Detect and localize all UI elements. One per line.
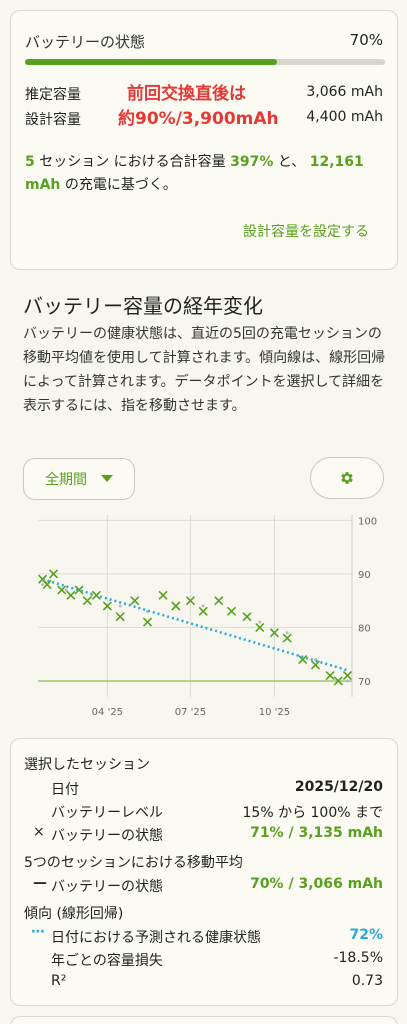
average-point xyxy=(345,679,349,683)
y-tick-label: 90 xyxy=(358,570,371,581)
yearly-loss-label: 年ごとの容量損失 xyxy=(51,953,163,969)
trend-line xyxy=(42,578,348,672)
summary-mah-unit: mAh xyxy=(25,177,61,193)
design-capacity-label: 設計容量 xyxy=(25,112,81,128)
health-point xyxy=(91,590,101,600)
battery-level-value: 15% から 100% まで xyxy=(242,805,384,821)
next-card-edge xyxy=(10,1016,398,1024)
health-point xyxy=(342,671,353,681)
health-point xyxy=(115,612,125,622)
predicted-health-label: 日付における予測される健康状態 xyxy=(51,930,261,946)
trend-title: バッテリー容量の経年変化 xyxy=(23,294,263,318)
capacity-summary: 5 セッション における合計容量 397% と、 12,161 mAh の充電に基… xyxy=(25,151,385,197)
gear-icon xyxy=(341,472,353,484)
set-design-capacity-link[interactable]: 設計容量を設定する xyxy=(243,224,369,240)
x-tick-label: 04 '25 xyxy=(92,707,123,718)
period-dropdown-label: 全期間 xyxy=(45,472,87,488)
summary-total-percent: 397% xyxy=(230,154,274,170)
health-point xyxy=(171,601,181,611)
health-point xyxy=(198,606,208,616)
average-point xyxy=(201,604,205,608)
trend-description: バッテリーの健康状態は、直近の5回の充電セッションの移動平均値を使用して計算され… xyxy=(23,326,386,414)
moving-average-heading: 5つのセッションにおける移動平均 xyxy=(24,855,243,871)
health-point xyxy=(226,606,237,616)
y-tick-label: 70 xyxy=(358,677,371,688)
estimated-capacity-value: 3,066 mAh xyxy=(306,84,383,100)
battery-health-bar-fill xyxy=(25,59,277,65)
summary-text-3: の充電に基づく。 xyxy=(60,177,177,193)
health-point xyxy=(130,596,140,606)
line-marker-icon: — xyxy=(33,875,47,891)
health-point xyxy=(214,596,224,606)
x-tick-label: 10 '25 xyxy=(259,707,290,718)
health-point xyxy=(102,601,112,611)
average-point xyxy=(64,588,68,592)
battery-level-label: バッテリーレベル xyxy=(51,805,163,821)
selected-session-heading: 選択したセッション xyxy=(24,757,150,773)
health-point xyxy=(310,660,321,670)
details-card: 選択したセッション 日付 2025/12/20 バッテリーレベル 15% から … xyxy=(10,738,398,1006)
summary-mah: 12,161 xyxy=(309,154,364,170)
chart-settings-button[interactable] xyxy=(310,457,384,499)
health-point xyxy=(66,590,76,600)
health-point xyxy=(48,569,59,579)
capacity-trend-chart[interactable]: 70 80 90 100 04 '25 07 '25 10 '25 xyxy=(24,505,390,730)
health-point xyxy=(142,617,153,627)
health-point xyxy=(298,654,308,665)
average-point xyxy=(41,583,45,587)
health-point xyxy=(242,612,252,622)
session-health-label: バッテリーの状態 xyxy=(51,828,163,844)
summary-sessions: 5 xyxy=(25,154,35,170)
dotted-line-icon: ⋯ xyxy=(31,924,45,940)
r2-value: 0.73 xyxy=(351,973,383,989)
estimated-capacity-label: 推定容量 xyxy=(25,87,81,103)
health-point xyxy=(325,671,335,681)
health-point xyxy=(42,580,52,590)
health-point xyxy=(57,585,67,595)
x-tick-label: 07 '25 xyxy=(175,707,206,718)
battery-percent: 70% xyxy=(349,31,383,49)
annotation-line-2: 約90%/3,900mAh xyxy=(118,109,279,129)
average-point xyxy=(258,620,262,624)
battery-health-bar xyxy=(25,59,385,65)
average-health-label: バッテリーの状態 xyxy=(51,879,163,895)
health-point xyxy=(82,596,92,606)
summary-text-2: と、 xyxy=(273,154,310,170)
date-value: 2025/12/20 xyxy=(294,779,383,795)
battery-state-title: バッテリーの状態 xyxy=(25,33,146,51)
yearly-loss-value: -18.5% xyxy=(333,950,383,966)
annotation-line-1: 前回交換直後は xyxy=(127,84,246,104)
health-point xyxy=(185,596,196,606)
average-point xyxy=(285,631,289,635)
summary-text-1: セッション における合計容量 xyxy=(34,154,231,170)
r2-label: R² xyxy=(51,973,67,989)
health-point xyxy=(282,633,292,643)
battery-state-card: バッテリーの状態 70% 推定容量 3,066 mAh 設計容量 4,400 m… xyxy=(10,10,398,270)
period-dropdown[interactable]: 全期間 xyxy=(23,458,135,500)
health-point xyxy=(269,628,279,638)
health-point xyxy=(255,622,265,632)
health-point xyxy=(333,676,343,686)
health-point xyxy=(74,585,84,595)
design-capacity-value: 4,400 mAh xyxy=(306,109,383,125)
average-health-value: 70% / 3,066 mAh xyxy=(250,876,383,892)
health-point xyxy=(158,590,168,600)
caret-down-icon xyxy=(101,475,113,482)
session-health-value: 71% / 3,135 mAh xyxy=(250,825,383,841)
trend-heading: 傾向 (線形回帰) xyxy=(24,906,124,922)
date-label: 日付 xyxy=(51,782,79,798)
y-tick-label: 80 xyxy=(358,623,371,634)
predicted-health-value: 72% xyxy=(349,927,383,943)
y-tick-label: 100 xyxy=(358,516,377,527)
average-point xyxy=(118,604,122,608)
x-marker-icon: × xyxy=(33,824,45,840)
